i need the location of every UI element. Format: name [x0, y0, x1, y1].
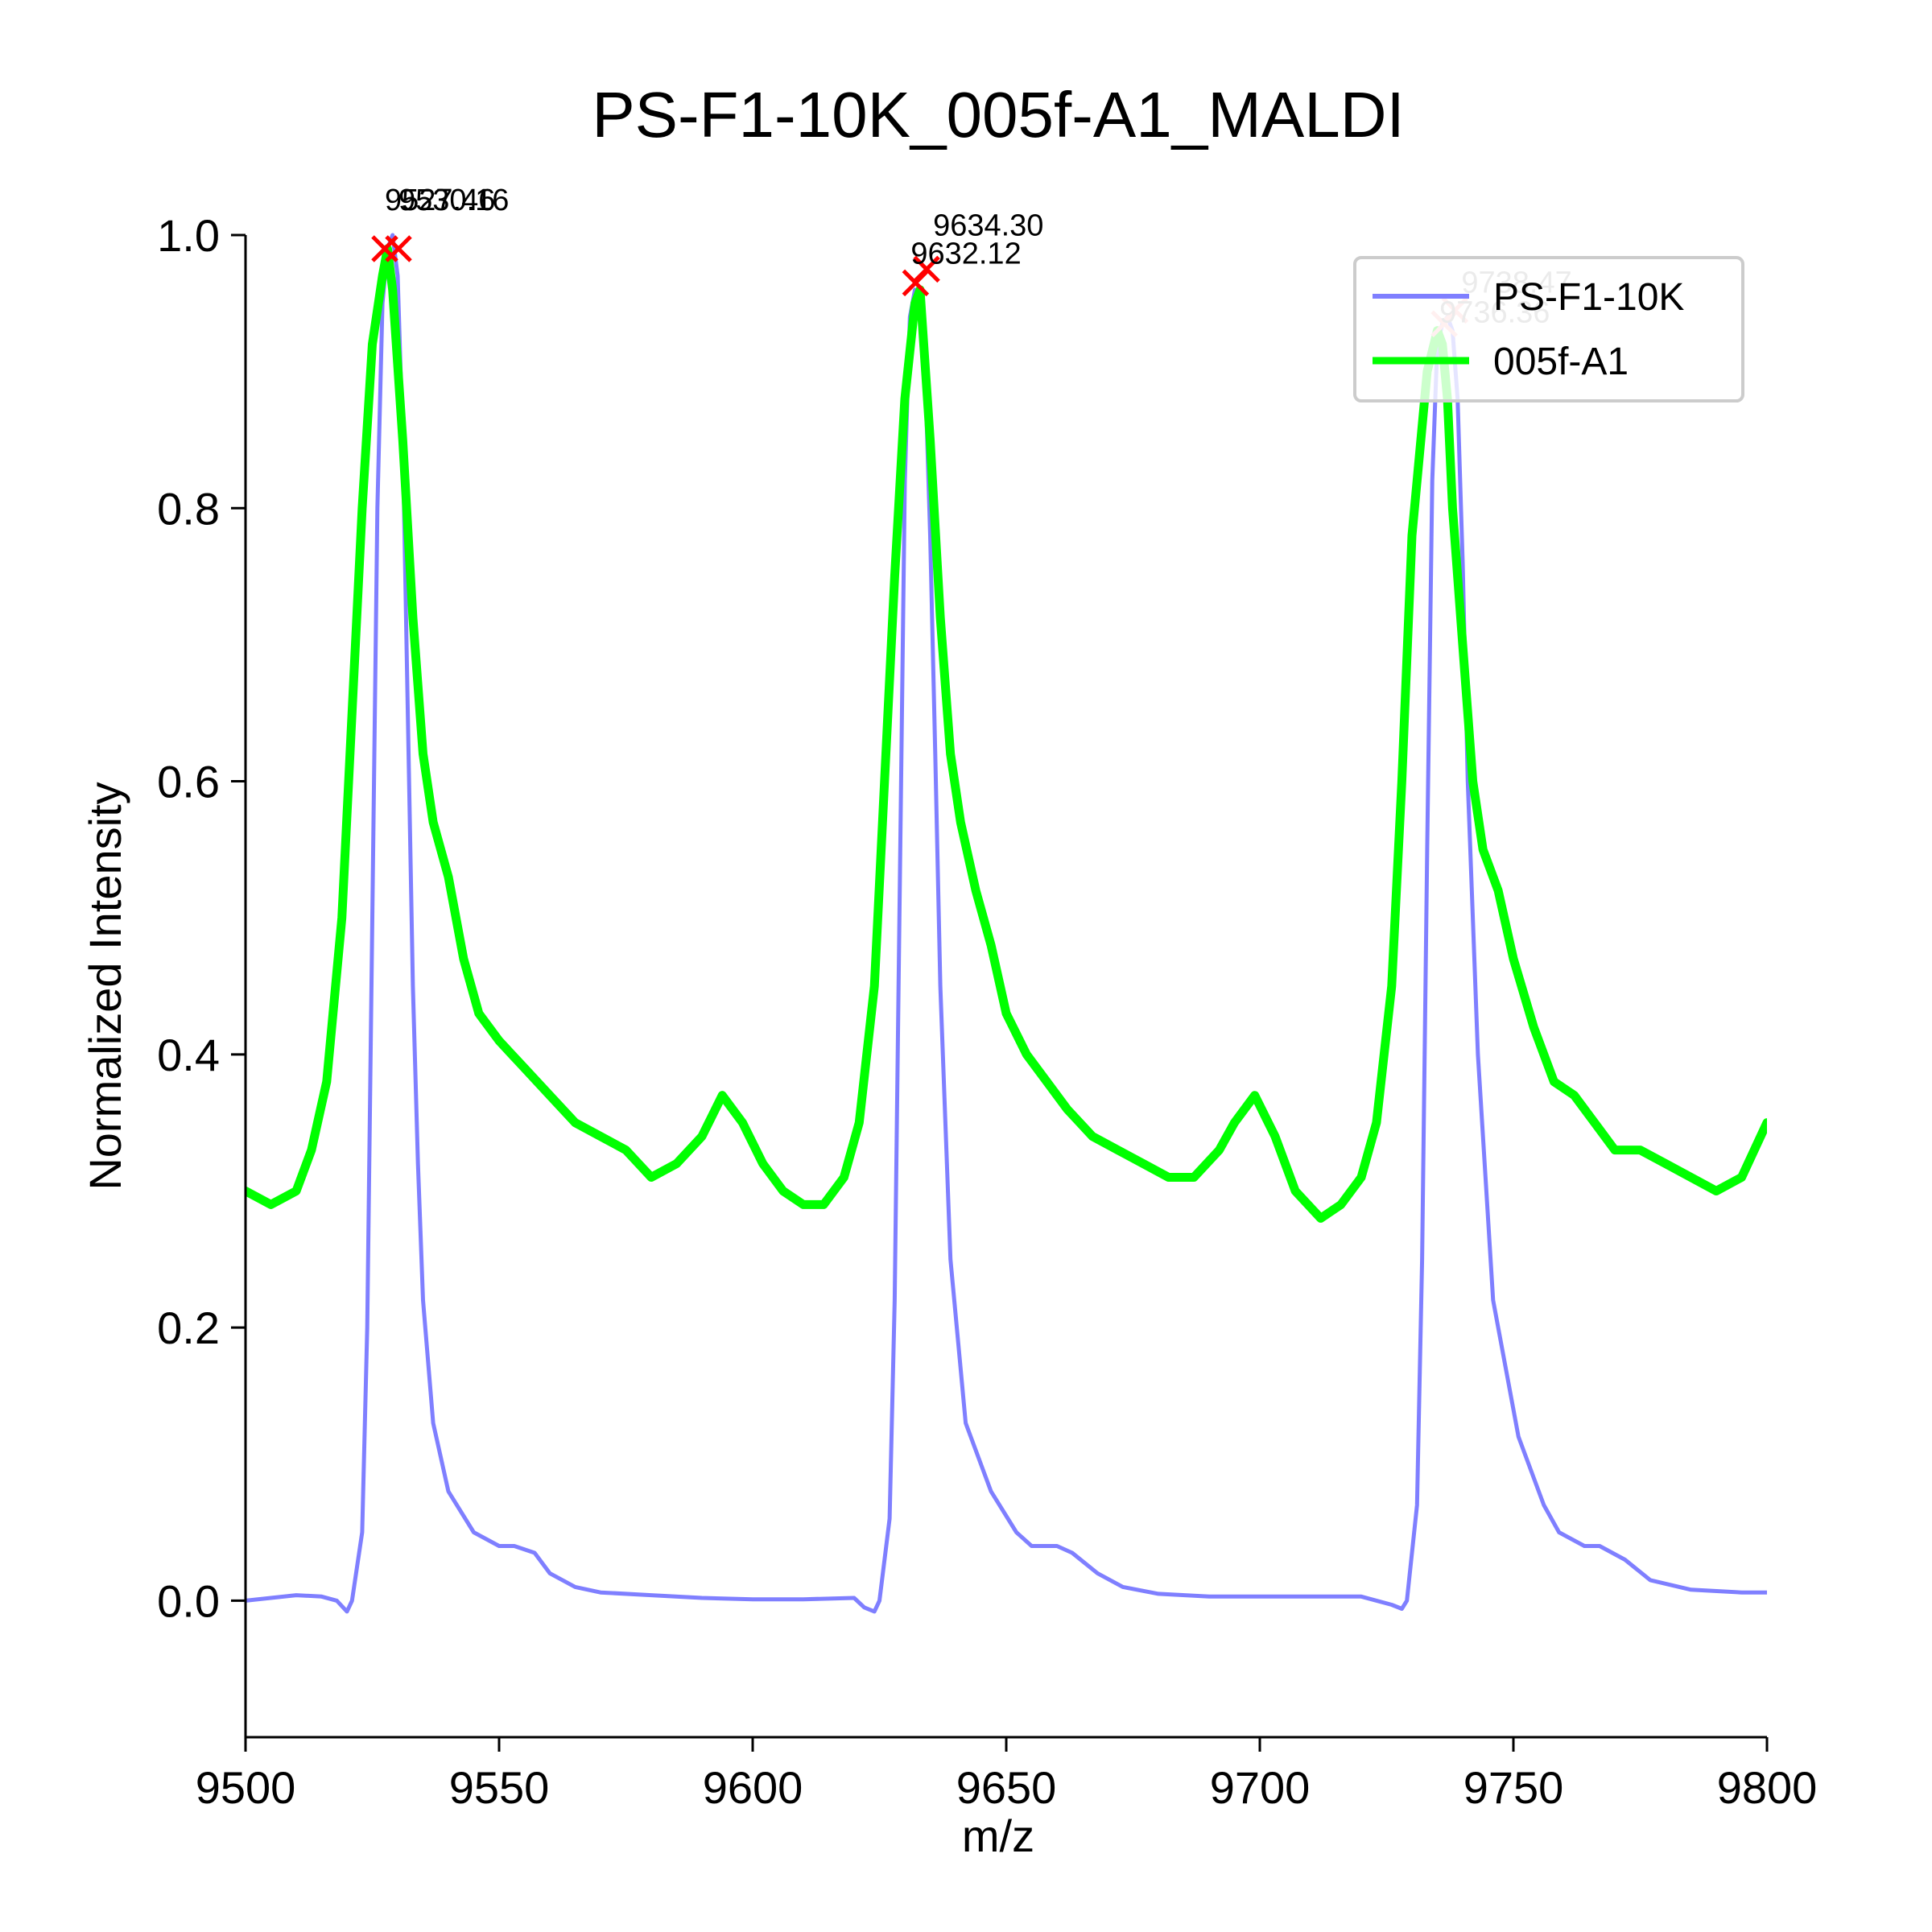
peak-label: 9530.16 [398, 184, 509, 217]
x-tick-label: 9500 [196, 1762, 296, 1813]
x-axis-label: m/z [962, 1810, 1034, 1861]
x-tick-label: 9600 [703, 1762, 803, 1813]
y-tick-label: 0.2 [157, 1302, 220, 1353]
peak-label: 9632.12 [910, 237, 1021, 270]
y-tick-label: 1.0 [157, 210, 220, 261]
x-tick-label: 9550 [449, 1762, 550, 1813]
series-line-ps-f1-10k [246, 233, 1767, 1614]
legend-label: 005f-A1 [1493, 341, 1629, 383]
series-layer [246, 233, 1767, 1614]
y-tick-label: 0.8 [157, 483, 220, 534]
peak-marker-stroke [385, 235, 412, 262]
y-tick-label: 0.4 [157, 1030, 220, 1080]
x-tick-label: 9800 [1717, 1762, 1818, 1813]
peak-label: 9634.30 [933, 208, 1043, 242]
y-tick-label: 0.6 [157, 757, 220, 807]
x-tick-label: 9750 [1463, 1762, 1564, 1813]
peak-marker [385, 235, 412, 262]
y-tick-label: 0.0 [157, 1575, 220, 1626]
x-tick-label: 9700 [1210, 1762, 1311, 1813]
peak-marker [902, 269, 930, 297]
legend-box [1353, 256, 1744, 402]
x-tick-label: 9650 [956, 1762, 1057, 1813]
legend: PS-F1-10K 005f-A1 [1353, 256, 1744, 402]
chart-title: PS-F1-10K_005f-A1_MALDI [592, 79, 1404, 151]
series-line-005f-a1 [246, 244, 1767, 1223]
legend-label: PS-F1-10K [1493, 276, 1684, 319]
peak-label: 9527.46 [385, 184, 495, 217]
peak-marker-stroke [902, 269, 930, 297]
y-axis-label: Normalized Intensity [80, 782, 130, 1190]
axis-layer: 9500 9550 9600 9650 9700 9750 9800 0.0 0.2 0.4 0.6… [157, 210, 1817, 1813]
